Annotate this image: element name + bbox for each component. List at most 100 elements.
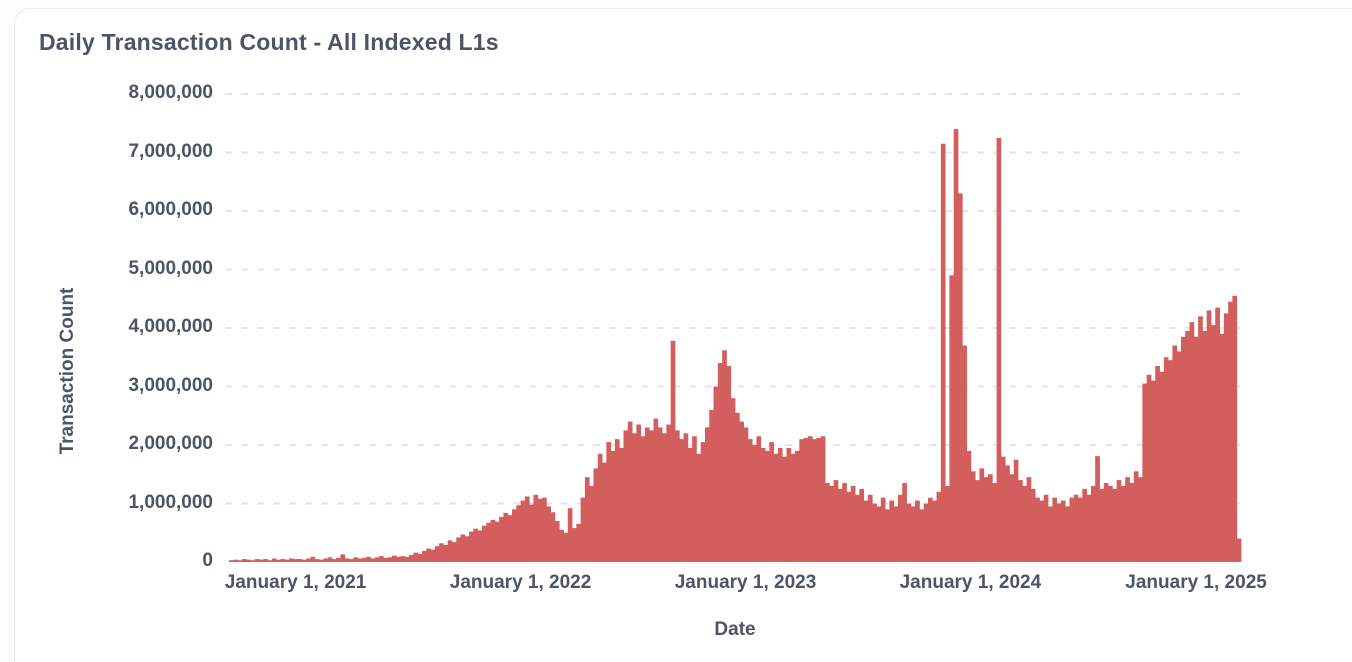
daily-transaction-bar — [893, 506, 899, 562]
y-tick-label: 1,000,000 — [128, 491, 213, 513]
daily-transaction-bar — [391, 555, 397, 562]
daily-transaction-bar — [366, 556, 371, 562]
daily-transaction-bar — [837, 488, 843, 563]
daily-transaction-bar — [353, 557, 359, 562]
daily-transaction-bar — [284, 559, 290, 562]
daily-transaction-bar — [910, 506, 916, 562]
y-tick-label: 0 — [202, 550, 213, 571]
daily-transaction-bar — [336, 557, 341, 562]
daily-transaction-bar — [807, 436, 813, 562]
daily-transaction-bar — [640, 436, 646, 562]
daily-transaction-bar — [970, 471, 976, 562]
daily-transaction-bar — [559, 529, 564, 562]
daily-transaction-bar — [1009, 474, 1015, 562]
daily-transaction-bar — [280, 559, 286, 562]
daily-transaction-bar — [735, 412, 740, 562]
daily-transaction-bar — [1223, 313, 1229, 563]
daily-transaction-bar — [357, 558, 363, 562]
daily-transaction-bar — [799, 439, 805, 562]
daily-transaction-bar — [563, 532, 569, 562]
daily-transaction-bar — [301, 559, 307, 562]
daily-transaction-bar — [945, 485, 950, 562]
daily-transaction-bar — [700, 442, 706, 562]
daily-transaction-bar — [1078, 497, 1083, 562]
daily-transaction-bar — [666, 424, 672, 562]
chart-card: Daily Transaction Count - All Indexed L1… — [14, 8, 1352, 662]
daily-transaction-bar — [533, 494, 539, 562]
daily-transaction-bar — [919, 509, 925, 562]
daily-transaction-bar — [1060, 500, 1066, 562]
daily-transaction-bar — [606, 442, 612, 562]
daily-transaction-bar — [773, 453, 779, 562]
daily-transaction-bar — [276, 559, 281, 562]
daily-transaction-bar — [1048, 506, 1053, 562]
daily-transaction-bar — [867, 494, 873, 562]
y-tick-label: 2,000,000 — [128, 433, 213, 454]
daily-transaction-bar — [456, 537, 461, 562]
daily-transaction-bar — [349, 559, 354, 562]
daily-transaction-bar — [936, 491, 942, 562]
daily-transaction-bar — [542, 497, 547, 562]
daily-transaction-bar — [709, 409, 714, 562]
daily-transaction-bar — [1202, 330, 1208, 562]
daily-transaction-bar — [610, 450, 616, 562]
daily-transaction-bar — [1163, 357, 1169, 562]
daily-transaction-bar — [1129, 483, 1135, 562]
daily-transaction-bar — [743, 427, 749, 562]
daily-transaction-bar — [1159, 371, 1165, 563]
daily-transaction-bar — [726, 366, 732, 562]
daily-transaction-bar — [263, 559, 268, 562]
daily-transaction-bar — [572, 528, 577, 562]
daily-transaction-bar — [447, 540, 453, 562]
daily-transaction-bar — [644, 427, 650, 562]
daily-transaction-bar — [915, 500, 920, 562]
daily-transaction-bar — [529, 504, 534, 562]
daily-transaction-bar — [361, 557, 367, 562]
daily-transaction-bar — [623, 430, 629, 563]
daily-transaction-bar — [512, 509, 517, 562]
daily-transaction-bar — [400, 556, 406, 562]
daily-transaction-bar — [546, 506, 552, 562]
daily-transaction-bar — [739, 421, 744, 562]
daily-transaction-bar — [254, 559, 260, 562]
daily-transaction-bar — [237, 560, 243, 562]
y-tick-label: 4,000,000 — [128, 316, 213, 337]
daily-transaction-bar — [241, 559, 247, 562]
daily-transaction-bar — [1052, 497, 1058, 562]
daily-transaction-bar — [550, 512, 556, 562]
daily-transaction-bar — [1108, 485, 1113, 562]
daily-transaction-bar — [777, 447, 783, 563]
daily-transaction-bar — [460, 534, 466, 562]
daily-transaction-bar — [988, 474, 993, 562]
daily-transaction-bar — [1116, 480, 1122, 562]
daily-transaction-bar — [1026, 477, 1032, 563]
daily-transaction-bar — [1133, 471, 1139, 562]
daily-transaction-bar — [614, 439, 620, 562]
daily-transaction-bar — [1138, 477, 1143, 563]
daily-transaction-bar — [576, 523, 582, 562]
daily-transaction-bar — [1095, 456, 1100, 563]
daily-transaction-bar — [1228, 301, 1233, 562]
daily-transaction-bar — [975, 480, 980, 562]
daily-transaction-bar — [1103, 483, 1109, 562]
daily-transaction-bar — [1035, 497, 1040, 562]
daily-transaction-bar — [490, 519, 496, 562]
daily-transaction-bar — [752, 445, 757, 562]
daily-transaction-bar — [404, 556, 410, 562]
daily-transaction-bar — [717, 363, 723, 562]
y-tick-label: 5,000,000 — [128, 257, 213, 279]
daily-transaction-bar — [593, 468, 599, 562]
daily-transaction-bar — [833, 480, 839, 562]
daily-transaction-bar — [949, 275, 955, 562]
daily-transaction-bar — [451, 542, 457, 562]
daily-transaction-bar — [653, 418, 659, 562]
y-tick-label: 3,000,000 — [128, 374, 213, 396]
daily-transaction-bar — [331, 559, 337, 562]
daily-transaction-bar — [756, 436, 762, 562]
daily-transaction-bar — [464, 536, 470, 562]
x-tick-label: January 1, 2022 — [449, 572, 592, 593]
daily-transaction-bar — [885, 509, 890, 562]
daily-transaction-bar — [1005, 465, 1010, 562]
daily-transaction-bar — [782, 456, 787, 562]
x-tick-label: January 1, 2023 — [674, 572, 817, 593]
